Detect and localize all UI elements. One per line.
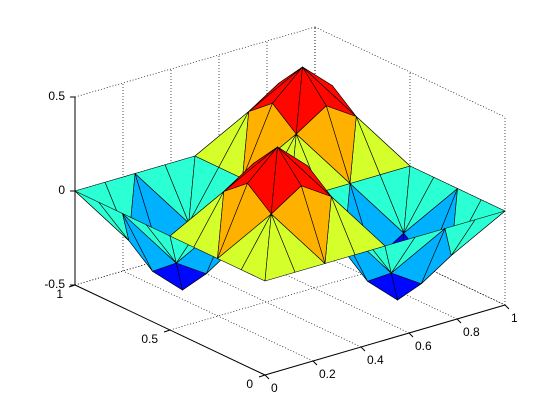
x-tick-label: 0 <box>271 381 278 395</box>
x-tick-label: 0.2 <box>319 367 336 381</box>
surface-facet <box>134 164 190 224</box>
y-tick-label: 0.5 <box>141 332 158 346</box>
grid-line <box>122 270 314 362</box>
y-tick-label: 0 <box>246 377 253 391</box>
x-tick-label: 0.8 <box>463 325 480 339</box>
x-tick-label: 0.6 <box>415 339 432 353</box>
x-tick-label: 0.4 <box>367 353 384 367</box>
surface-facet <box>264 213 296 282</box>
surface-facet <box>270 146 302 215</box>
surface-facet <box>295 66 327 135</box>
z-tick-label: 0.5 <box>48 89 65 103</box>
y-tick-label: 1 <box>56 287 63 301</box>
surface-facet <box>384 236 416 274</box>
z-tick-label: -0.5 <box>44 277 65 291</box>
tick-mark <box>456 318 462 324</box>
tick-mark <box>264 374 270 380</box>
tick-mark <box>258 374 266 378</box>
tick-mark <box>312 360 318 366</box>
surface-facet <box>403 176 458 234</box>
grid-line <box>314 26 506 118</box>
x-tick-label: 1 <box>511 311 518 325</box>
z-tick-label: 0 <box>58 183 65 197</box>
tick-mark <box>504 304 510 310</box>
surface-facet <box>98 201 130 241</box>
tick-mark <box>360 346 366 352</box>
surface-facet <box>444 219 476 256</box>
axis-line <box>264 304 506 376</box>
tick-mark <box>163 329 171 333</box>
tick-mark <box>408 332 414 338</box>
